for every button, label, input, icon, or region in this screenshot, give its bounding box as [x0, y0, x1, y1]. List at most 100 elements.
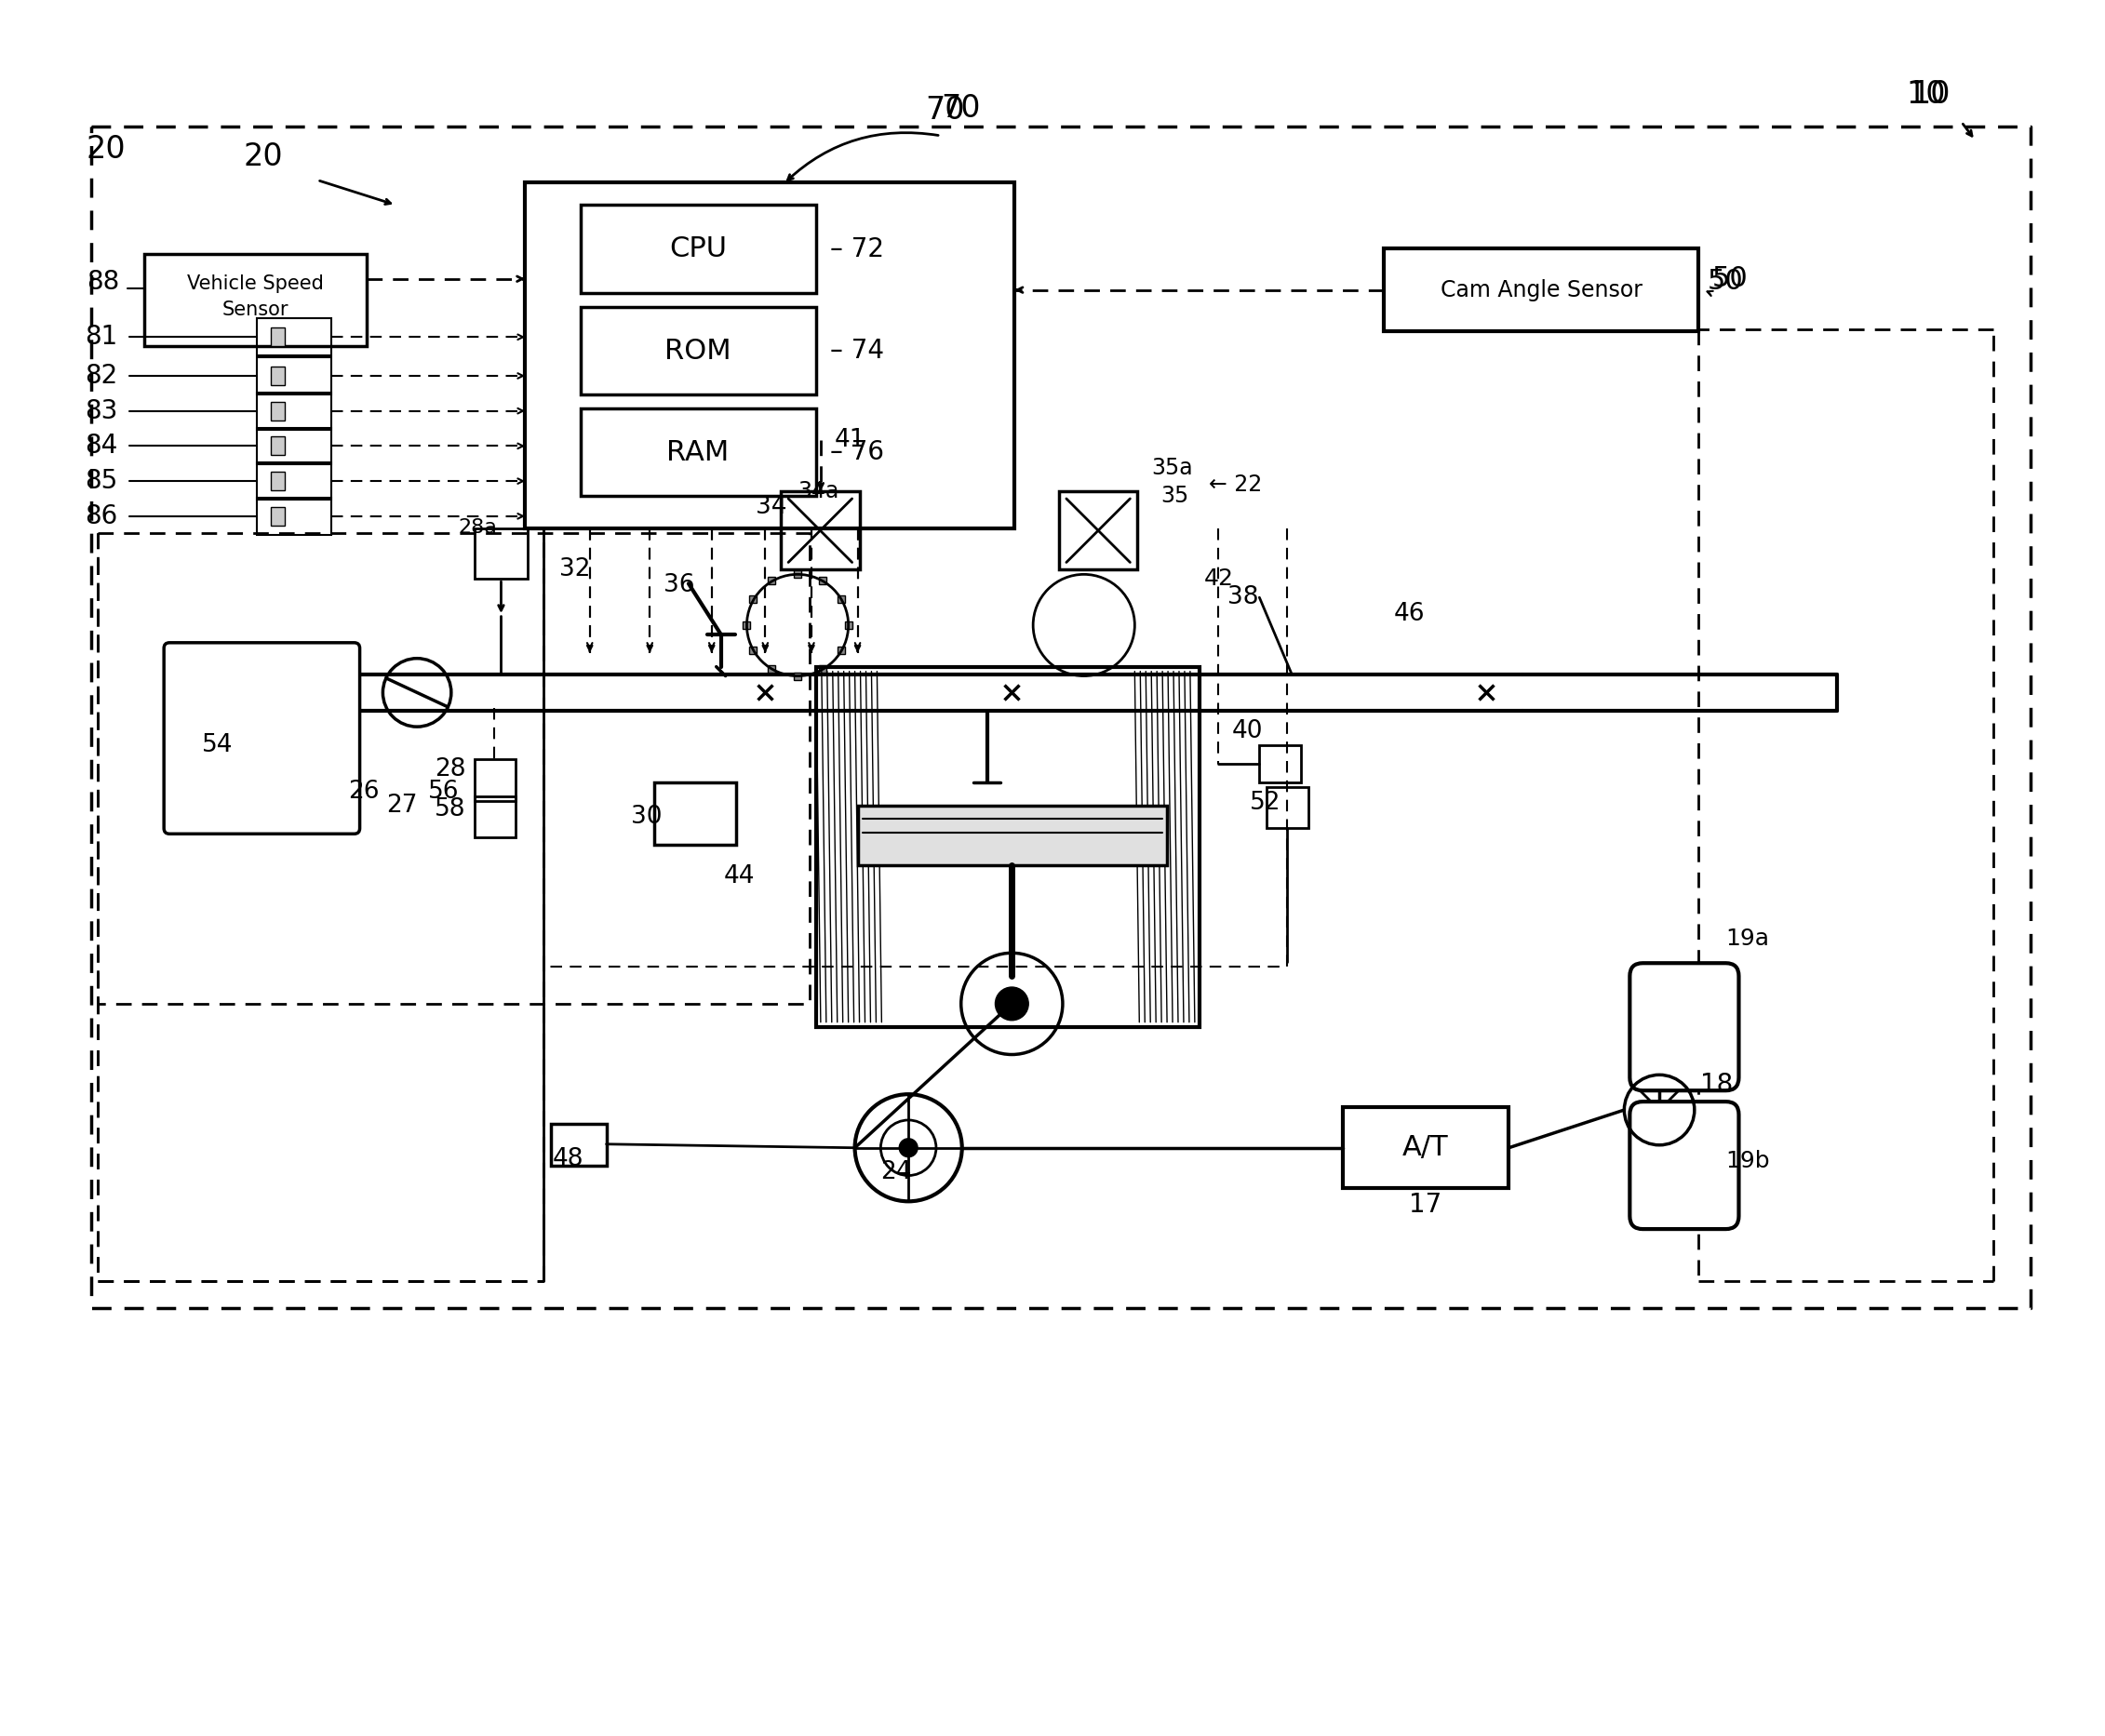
- Text: 27: 27: [387, 793, 417, 818]
- Bar: [581, 408, 817, 496]
- Text: 48: 48: [554, 1147, 583, 1172]
- Text: – 76: – 76: [829, 439, 884, 465]
- Text: 30: 30: [632, 806, 663, 830]
- Bar: [781, 491, 859, 569]
- Text: 54: 54: [202, 733, 234, 757]
- Bar: [1059, 491, 1137, 569]
- Bar: [474, 528, 528, 580]
- Circle shape: [996, 988, 1029, 1021]
- Text: 86: 86: [84, 503, 118, 529]
- Text: 34a: 34a: [798, 481, 840, 502]
- Text: 50: 50: [1711, 266, 1747, 292]
- Text: 41: 41: [834, 429, 865, 453]
- Bar: [794, 571, 802, 578]
- Text: 38: 38: [1227, 585, 1259, 609]
- Text: 58: 58: [434, 799, 465, 821]
- Text: 20: 20: [86, 134, 126, 165]
- Bar: [524, 182, 1015, 528]
- Bar: [817, 667, 1200, 1026]
- Text: ← 22: ← 22: [1208, 474, 1261, 496]
- Bar: [838, 595, 844, 602]
- Bar: [257, 498, 330, 535]
- Bar: [857, 806, 1166, 865]
- Bar: [655, 783, 735, 845]
- Text: 19b: 19b: [1726, 1149, 1770, 1172]
- Bar: [257, 427, 330, 465]
- Bar: [838, 646, 844, 654]
- Text: 17: 17: [1408, 1193, 1442, 1219]
- FancyBboxPatch shape: [1629, 1102, 1739, 1229]
- Bar: [768, 665, 775, 672]
- Text: 26: 26: [347, 779, 379, 804]
- Bar: [474, 759, 516, 800]
- Text: 10: 10: [1911, 78, 1949, 109]
- Text: RAM: RAM: [667, 439, 728, 465]
- Bar: [819, 576, 825, 585]
- Text: 36: 36: [663, 573, 695, 597]
- Text: Cam Angle Sensor: Cam Angle Sensor: [1440, 279, 1642, 300]
- Text: CPU: CPU: [669, 236, 726, 262]
- Bar: [581, 307, 817, 394]
- Bar: [794, 672, 802, 679]
- Text: 20: 20: [244, 142, 282, 172]
- Bar: [257, 358, 330, 394]
- Bar: [272, 366, 284, 385]
- Bar: [749, 595, 758, 602]
- Bar: [1267, 786, 1309, 828]
- Text: 19a: 19a: [1726, 929, 1770, 950]
- Bar: [272, 437, 284, 455]
- Bar: [1259, 745, 1301, 783]
- Text: Vehicle Speed: Vehicle Speed: [187, 274, 324, 293]
- FancyBboxPatch shape: [164, 642, 360, 833]
- Bar: [272, 328, 284, 345]
- Bar: [552, 1123, 606, 1165]
- Text: 40: 40: [1231, 719, 1263, 743]
- Text: 88: 88: [86, 269, 120, 295]
- Text: 70: 70: [924, 94, 964, 125]
- Text: 84: 84: [84, 432, 118, 458]
- Text: 81: 81: [84, 325, 118, 351]
- Bar: [1385, 248, 1699, 332]
- Bar: [749, 646, 758, 654]
- Bar: [844, 621, 853, 628]
- Text: ROM: ROM: [665, 337, 730, 365]
- Text: 50: 50: [1707, 267, 1743, 295]
- Text: 52: 52: [1250, 790, 1282, 814]
- Bar: [257, 392, 330, 429]
- Bar: [819, 665, 825, 672]
- Text: 28a: 28a: [459, 517, 497, 536]
- Text: 83: 83: [84, 398, 118, 424]
- Text: 82: 82: [84, 363, 118, 389]
- Bar: [272, 401, 284, 420]
- Bar: [768, 576, 775, 585]
- Text: 18: 18: [1701, 1071, 1732, 1099]
- Text: 46: 46: [1394, 602, 1425, 627]
- Bar: [272, 472, 284, 490]
- Bar: [474, 797, 516, 837]
- Bar: [257, 319, 330, 356]
- Circle shape: [899, 1139, 918, 1156]
- Text: A/T: A/T: [1402, 1134, 1448, 1161]
- Bar: [581, 205, 817, 293]
- Text: 56: 56: [427, 779, 459, 804]
- Text: 44: 44: [724, 865, 756, 889]
- Bar: [743, 621, 751, 628]
- Text: Sensor: Sensor: [223, 300, 288, 319]
- Text: 28: 28: [434, 757, 465, 781]
- FancyBboxPatch shape: [1629, 963, 1739, 1090]
- Text: 85: 85: [84, 469, 118, 495]
- Text: 24: 24: [880, 1160, 911, 1184]
- Text: 35a: 35a: [1151, 457, 1194, 479]
- Bar: [272, 507, 284, 526]
- Bar: [145, 253, 366, 345]
- Text: – 72: – 72: [829, 236, 884, 262]
- Text: 70: 70: [941, 92, 981, 123]
- Text: 42: 42: [1204, 568, 1234, 590]
- Text: 35: 35: [1160, 484, 1189, 507]
- Bar: [257, 462, 330, 500]
- Bar: [1343, 1108, 1509, 1189]
- Text: 10: 10: [1905, 78, 1945, 109]
- Text: 32: 32: [560, 557, 589, 582]
- Text: – 74: – 74: [829, 339, 884, 365]
- Text: 34: 34: [756, 495, 787, 519]
